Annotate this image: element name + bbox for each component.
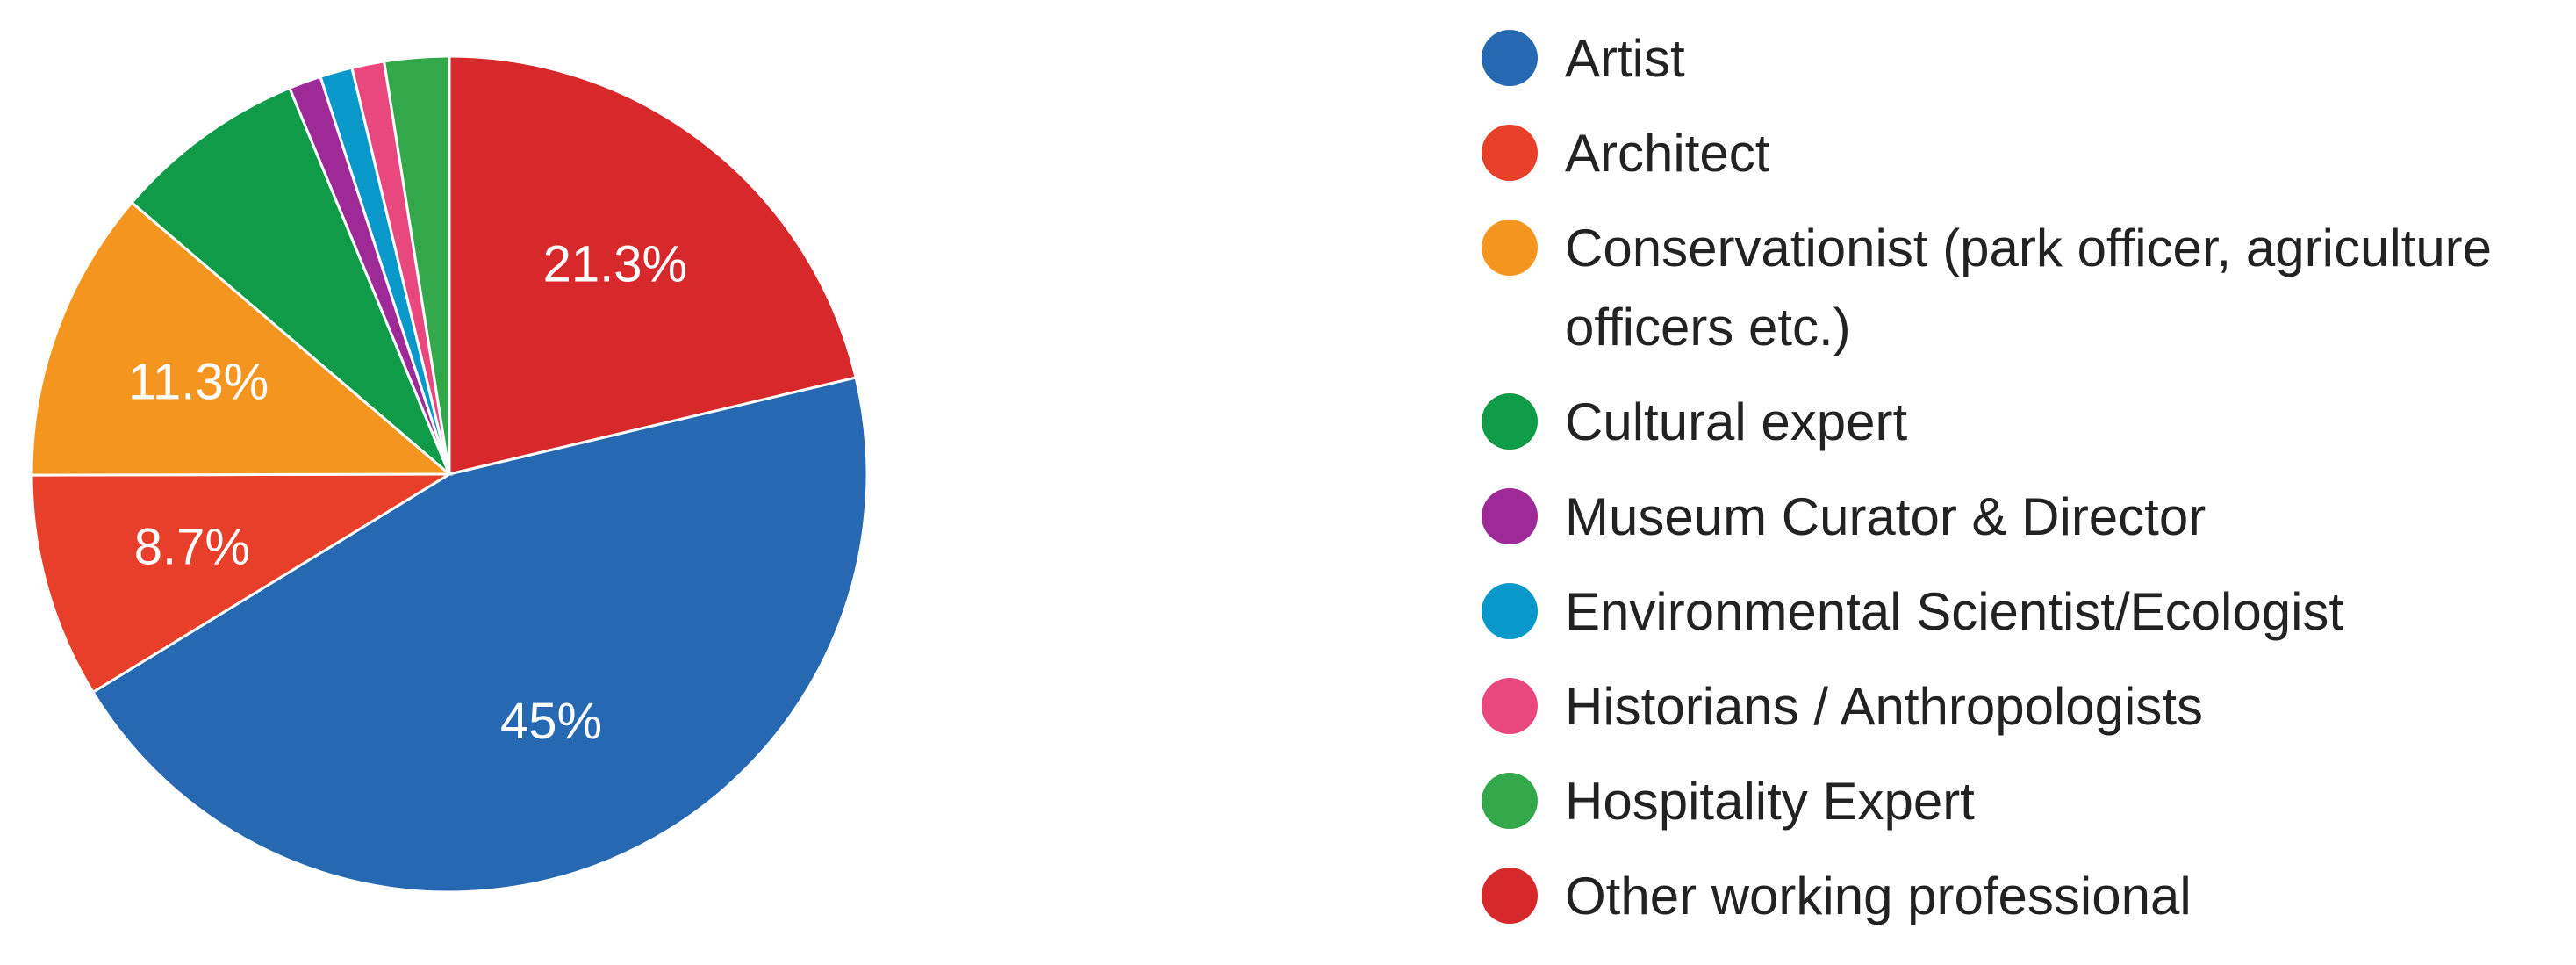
pie-slice <box>90 376 869 894</box>
legend-swatch <box>1482 393 1538 450</box>
legend-label: Environmental Scientist/Ecologist <box>1565 582 2344 641</box>
legend-item: Hospitality Expert <box>1482 762 2570 841</box>
pie-chart: 21.3% 45% 8.7% 11.3% <box>30 54 869 894</box>
legend-label: Other working professional <box>1565 867 2192 925</box>
legend-label: Historians / Anthropologists <box>1565 677 2204 736</box>
legend-item: Other working professional <box>1482 857 2570 936</box>
slice-value-label: 11.3% <box>128 353 269 410</box>
legend-swatch <box>1482 220 1538 276</box>
legend-item: Artist <box>1482 19 2570 98</box>
legend-item: Conservationist (park officer, agricultu… <box>1482 209 2570 367</box>
legend-swatch <box>1482 125 1538 181</box>
legend-label: Artist <box>1565 29 1685 88</box>
legend-item: Museum Curator & Director <box>1482 478 2570 557</box>
legend-swatch <box>1482 30 1538 86</box>
legend-item: Environmental Scientist/Ecologist <box>1482 573 2570 652</box>
pie-slice <box>130 86 451 476</box>
pie-slice <box>448 54 857 476</box>
legend-swatch <box>1482 678 1538 734</box>
pie-slice <box>30 472 455 695</box>
slice-value-label: 45% <box>500 693 602 750</box>
legend-item: Cultural expert <box>1482 383 2570 462</box>
legend-swatch <box>1482 773 1538 829</box>
legend-label: Conservationist (park officer, agricultu… <box>1565 219 2493 356</box>
legend-item: Architect <box>1482 114 2570 193</box>
slice-value-label: 8.7% <box>134 518 250 575</box>
slice-value-label: 21.3% <box>543 235 687 292</box>
legend-item: Historians / Anthropologists <box>1482 667 2570 746</box>
pie-slice <box>30 200 454 477</box>
legend-label: Museum Curator & Director <box>1565 487 2206 546</box>
pie-slice <box>382 54 451 475</box>
legend-swatch <box>1482 583 1538 639</box>
legend-swatch <box>1482 488 1538 544</box>
legend-label: Hospitality Expert <box>1565 772 1975 831</box>
legend-label: Cultural expert <box>1565 392 1908 451</box>
legend-label: Architect <box>1565 124 1770 183</box>
legend-swatch <box>1482 868 1538 924</box>
